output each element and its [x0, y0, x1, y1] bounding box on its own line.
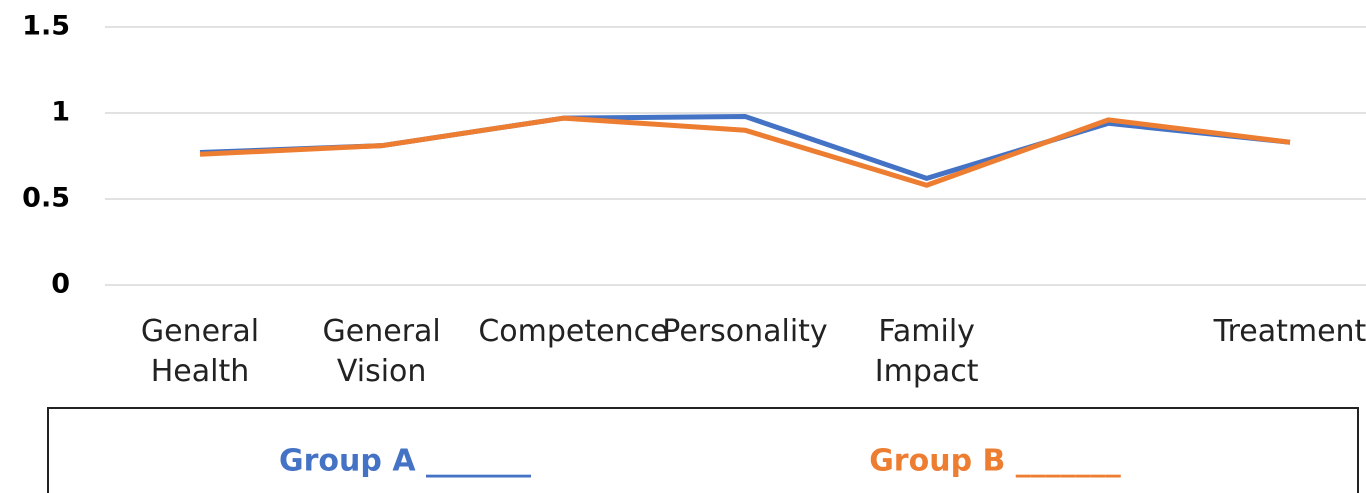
y-tick-label: 1 — [51, 97, 70, 128]
y-tick-label: 0.5 — [22, 183, 70, 214]
x-tick-label: Family Impact — [874, 314, 979, 389]
x-tick-label: Treatment — [1213, 314, 1366, 349]
legend-label: Group B _______ — [869, 444, 1121, 479]
y-tick-label: 0 — [51, 269, 70, 300]
y-tick-label: 1.5 — [22, 11, 70, 42]
legend-label: Group A _______ — [279, 444, 531, 479]
x-tick-label: Competence — [478, 314, 669, 349]
x-tick-label: Personality — [662, 314, 828, 349]
legend-box — [47, 407, 1359, 493]
series-line — [199, 115, 1291, 188]
x-tick-label: General Vision — [322, 314, 441, 389]
x-tick-label: General Health — [140, 314, 260, 389]
